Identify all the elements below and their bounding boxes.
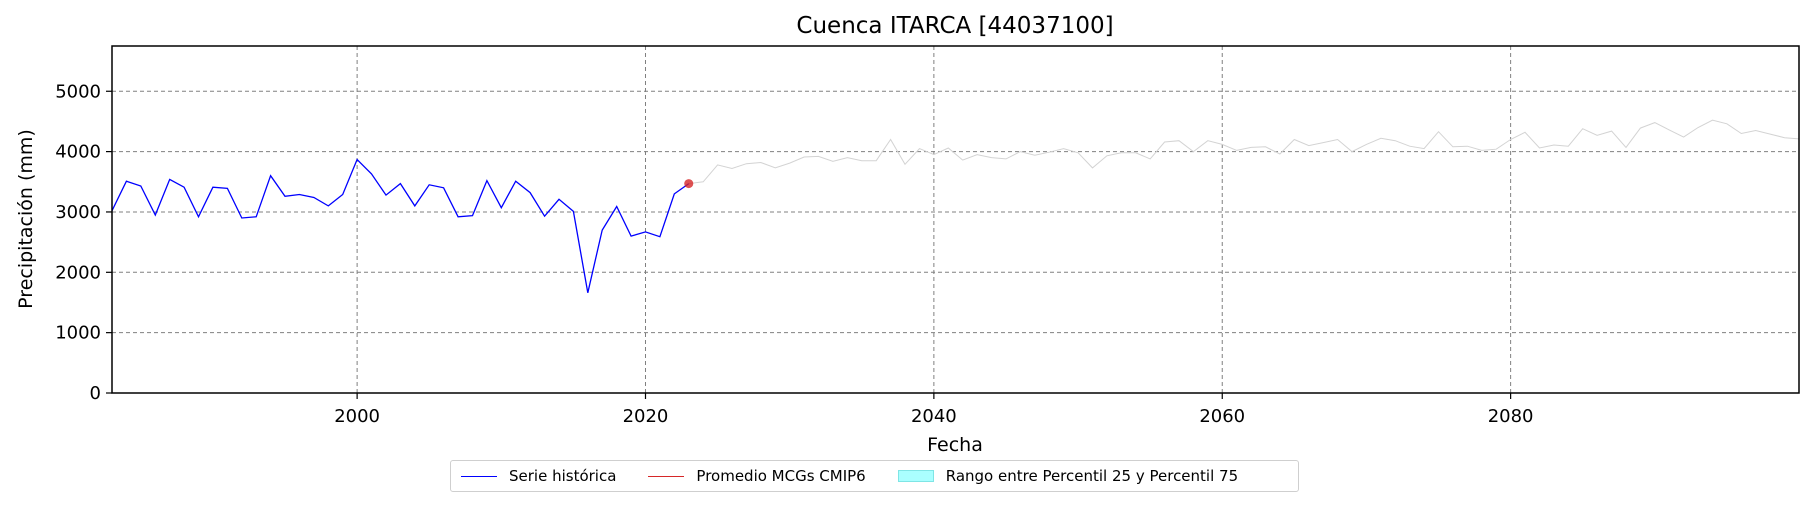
legend-item-cmip6-mean: Promedio MCGs CMIP6 <box>648 467 866 485</box>
plot-frame <box>111 45 1800 394</box>
legend-label-cmip6-mean: Promedio MCGs CMIP6 <box>696 467 866 485</box>
series-historical <box>112 158 690 293</box>
y-tick-label: 0 <box>90 383 101 404</box>
series-model-projection <box>688 119 1799 185</box>
legend-swatch-cmip6-mean <box>648 475 685 477</box>
chart-title: Cuenca ITARCA [44037100] <box>796 13 1113 39</box>
cmip6-mean-marker <box>684 179 694 189</box>
legend-swatch-percentile-range <box>897 470 934 482</box>
x-axis-ticks: 2000 2020 2040 2060 2080 <box>334 393 1534 427</box>
legend-label-historical: Serie histórica <box>509 467 617 485</box>
legend-item-historical: Serie histórica <box>461 467 616 485</box>
x-tick-label: 2080 <box>1488 406 1534 427</box>
y-tick-label: 1000 <box>55 323 101 344</box>
series-layer <box>112 119 1799 293</box>
x-tick-label: 2060 <box>1199 406 1245 427</box>
x-axis-label: Fecha <box>927 434 983 456</box>
legend-label-percentile-range: Rango entre Percentil 25 y Percentil 75 <box>945 467 1239 485</box>
y-tick-label: 5000 <box>55 81 101 102</box>
y-tick-label: 3000 <box>55 202 101 223</box>
y-axis-ticks: 0 1000 2000 3000 4000 5000 <box>55 81 112 404</box>
legend: Serie histórica Promedio MCGs CMIP6 Rang… <box>450 460 1299 492</box>
legend-swatch-historical <box>461 475 497 477</box>
x-tick-label: 2040 <box>911 406 957 427</box>
x-tick-label: 2000 <box>334 406 380 427</box>
x-tick-label: 2020 <box>623 406 669 427</box>
legend-item-percentile-range: Rango entre Percentil 25 y Percentil 75 <box>897 467 1239 485</box>
y-axis-label: Precipitación (mm) <box>15 129 37 309</box>
y-tick-label: 2000 <box>55 262 101 283</box>
y-tick-label: 4000 <box>55 142 101 163</box>
grid <box>112 46 1799 393</box>
